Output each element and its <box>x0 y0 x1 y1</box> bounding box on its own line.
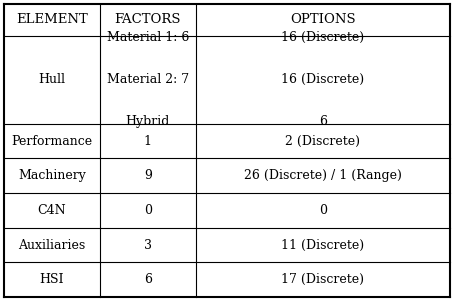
Text: 26 (Discrete) / 1 (Range): 26 (Discrete) / 1 (Range) <box>244 169 402 182</box>
Text: Material 1: 6

Material 2: 7

Hybrid: Material 1: 6 Material 2: 7 Hybrid <box>107 31 189 128</box>
Text: Hull: Hull <box>39 73 65 86</box>
Text: 1: 1 <box>144 135 152 147</box>
Text: C4N: C4N <box>38 204 66 217</box>
Text: Auxiliaries: Auxiliaries <box>18 238 85 252</box>
Text: 0: 0 <box>144 204 152 217</box>
Text: 0: 0 <box>319 204 327 217</box>
Text: 11 (Discrete): 11 (Discrete) <box>281 238 365 252</box>
Text: 2 (Discrete): 2 (Discrete) <box>286 135 360 147</box>
Text: 16 (Discrete)

16 (Discrete)

6: 16 (Discrete) 16 (Discrete) 6 <box>281 31 365 128</box>
Text: 9: 9 <box>144 169 152 182</box>
Text: HSI: HSI <box>39 273 64 286</box>
Text: FACTORS: FACTORS <box>114 13 181 26</box>
Text: 3: 3 <box>144 238 152 252</box>
Text: Performance: Performance <box>11 135 93 147</box>
Text: Machinery: Machinery <box>18 169 86 182</box>
Text: OPTIONS: OPTIONS <box>290 13 355 26</box>
Text: ELEMENT: ELEMENT <box>16 13 88 26</box>
Text: 6: 6 <box>144 273 152 286</box>
Text: 17 (Discrete): 17 (Discrete) <box>281 273 365 286</box>
